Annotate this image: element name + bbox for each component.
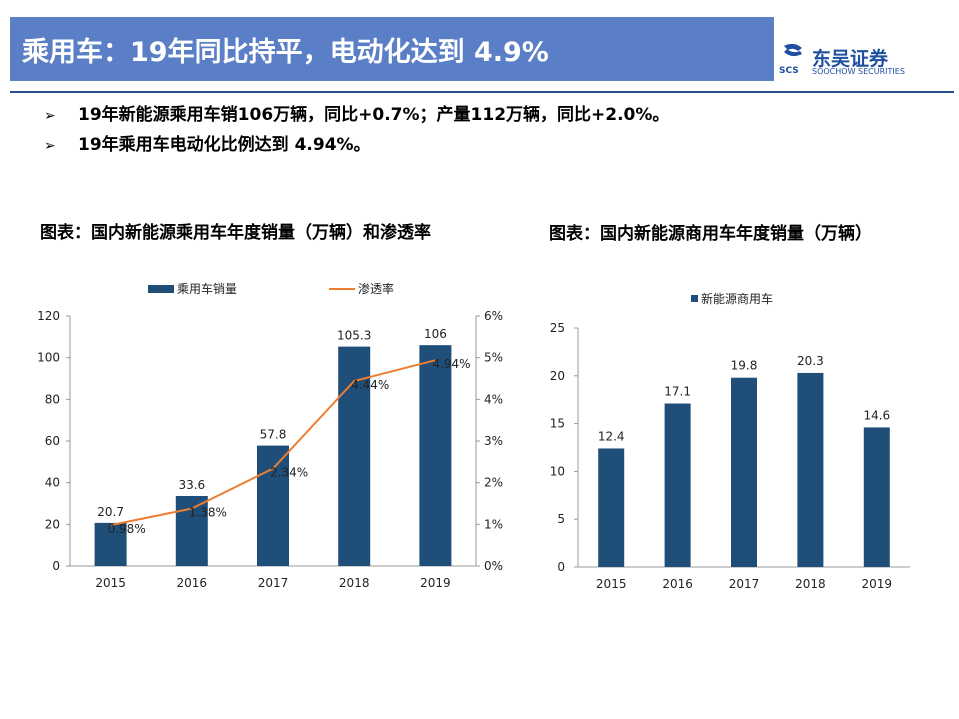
y-tick-label-right: 1%	[484, 517, 503, 531]
logo-text-en: SOOCHOW SECURITIES	[812, 67, 905, 76]
y-tick-label-left: 40	[45, 476, 60, 490]
x-tick-label: 2018	[795, 577, 826, 591]
bar-value-label: 33.6	[178, 478, 205, 492]
bar	[257, 445, 289, 566]
x-tick-label: 2016	[177, 576, 208, 590]
header-divider	[10, 91, 954, 93]
y-tick-label-right: 5%	[484, 351, 503, 365]
bar-value-label: 106	[424, 327, 447, 341]
line-value-label: 4.44%	[351, 378, 389, 392]
bar	[598, 448, 625, 567]
x-tick-label: 2015	[596, 577, 627, 591]
bullet-arrow-icon: ➢	[44, 108, 56, 124]
bar	[797, 372, 824, 567]
y-tick-label-right: 4%	[484, 392, 503, 406]
bar-value-label: 17.1	[664, 385, 691, 399]
chart-title-commercial: 图表：国内新能源商用车年度销量（万辆）	[549, 224, 872, 244]
bar	[419, 345, 452, 566]
bar-value-label: 57.8	[260, 428, 287, 442]
title-bar	[10, 17, 774, 81]
y-tick-label-left: 100	[37, 351, 60, 365]
logo-mark-icon: SCS	[779, 43, 802, 76]
bullet-text: 19年乘用车电动化比例达到 4.94%。	[78, 135, 371, 155]
x-tick-label: 2015	[95, 576, 126, 590]
y-tick-label-left: 0	[52, 559, 60, 573]
passenger-chart: 乘用车销量 渗透率 0 20 40 60 80 100 120 0% 1% 2% 3% 4% 5% 6% 20.…	[37, 281, 503, 590]
y-tick-label: 10	[550, 464, 565, 478]
commercial-chart: 新能源商用车 0 5 10 15 20 25 12.4 2015 17.1 2016 19.8 2017…	[550, 291, 910, 591]
line-value-label: 0.98%	[108, 522, 146, 536]
x-tick-label: 2019	[420, 576, 451, 590]
bar-value-label: 19.8	[731, 359, 758, 373]
bar-value-label: 20.3	[797, 354, 824, 368]
bar	[94, 522, 127, 566]
logo-mark-text: SCS	[779, 66, 799, 76]
chart-title-passenger: 图表：国内新能源乘用车年度销量（万辆）和渗透率	[40, 223, 431, 243]
legend-label-line: 渗透率	[358, 281, 394, 296]
bullet-arrow-icon: ➢	[44, 138, 56, 154]
logo-text-cn: 东吴证券	[812, 48, 889, 70]
y-tick-label-left: 120	[37, 309, 60, 323]
y-tick-label: 25	[550, 321, 565, 335]
y-tick-label-left: 80	[45, 392, 60, 406]
bar-value-label: 105.3	[337, 329, 371, 343]
bar-value-label: 12.4	[598, 429, 625, 443]
y-tick-label: 5	[557, 512, 565, 526]
x-tick-label: 2016	[662, 577, 693, 591]
penetration-line	[110, 359, 436, 527]
line-value-label: 1.38%	[189, 506, 227, 520]
y-tick-label-right: 2%	[484, 476, 503, 490]
bar	[664, 403, 691, 567]
y-tick-label: 0	[557, 560, 565, 574]
legend-label-bar: 新能源商用车	[701, 291, 773, 306]
line-value-label: 2.34%	[270, 466, 308, 480]
legend-swatch-bar	[691, 295, 698, 302]
y-tick-label: 15	[550, 417, 565, 431]
bar	[863, 427, 890, 567]
y-tick-label-right: 0%	[484, 559, 503, 573]
legend-swatch-bar	[148, 285, 174, 293]
line-value-label: 4.94%	[432, 357, 470, 371]
y-tick-label-left: 60	[45, 434, 60, 448]
bullet-text: 19年新能源乘用车销106万辆，同比+0.7%；产量112万辆，同比+2.0%。	[78, 105, 670, 125]
page-title: 乘用车：19年同比持平，电动化达到 4.9%	[22, 37, 549, 68]
x-tick-label: 2018	[339, 576, 370, 590]
legend-label-bar: 乘用车销量	[177, 281, 237, 296]
y-tick-label: 20	[550, 369, 565, 383]
bar-value-label: 20.7	[97, 505, 124, 519]
bar	[731, 377, 757, 567]
y-tick-label-right: 3%	[484, 434, 503, 448]
y-tick-label-right: 6%	[484, 309, 503, 323]
bar-value-label: 14.6	[863, 408, 890, 422]
x-tick-label: 2017	[729, 577, 760, 591]
bar	[338, 346, 371, 566]
y-tick-label-left: 20	[45, 517, 60, 531]
x-tick-label: 2017	[258, 576, 289, 590]
x-tick-label: 2019	[862, 577, 893, 591]
brand-logo: SCS 东吴证券 SOOCHOW SECURITIES	[778, 42, 953, 78]
bullet-item-1: ➢ 19年新能源乘用车销106万辆，同比+0.7%；产量112万辆，同比+2.0%…	[44, 100, 669, 125]
bullet-item-2: ➢ 19年乘用车电动化比例达到 4.94%。	[44, 130, 371, 155]
